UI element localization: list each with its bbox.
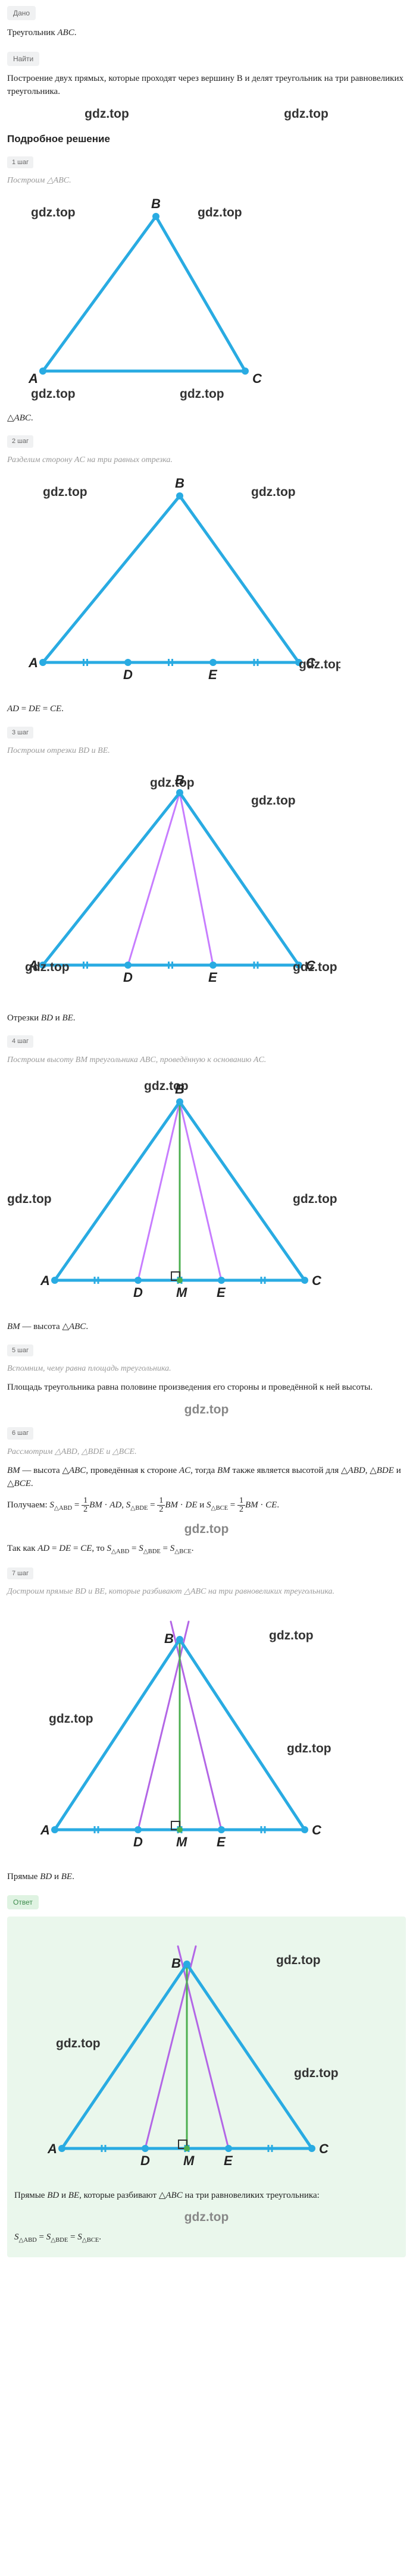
svg-text:A: A bbox=[28, 655, 38, 670]
step6-body3: Так как AD = DE = CE, то S△ABD = S△BDE =… bbox=[7, 1542, 406, 1557]
figure-6: gdz.top gdz.top gdz.top A B C D E M bbox=[14, 1928, 399, 2183]
step5-tag: 5 шаг bbox=[7, 1344, 33, 1357]
svg-text:D: D bbox=[140, 2153, 150, 2168]
svg-text:E: E bbox=[208, 667, 218, 682]
watermark-row-6: gdz.top bbox=[7, 1520, 406, 1539]
svg-text:gdz.top: gdz.top bbox=[269, 1629, 314, 1642]
svg-text:C: C bbox=[319, 2141, 329, 2156]
svg-text:D: D bbox=[133, 1285, 143, 1300]
step1-text: Построим △ABC. bbox=[7, 174, 406, 187]
step6-body1: BM — высота △ABC, проведённая к стороне … bbox=[7, 1464, 406, 1491]
svg-text:E: E bbox=[217, 1285, 226, 1300]
svg-text:gdz.top: gdz.top bbox=[180, 387, 224, 401]
svg-text:M: M bbox=[183, 2153, 195, 2168]
svg-text:gdz.top: gdz.top bbox=[251, 485, 296, 499]
svg-text:D: D bbox=[123, 667, 133, 682]
step6-text: Рассмотрим △ABD, △BDE и △BCE. bbox=[7, 1446, 406, 1458]
step4-caption: BM — высота △ABC. bbox=[7, 1320, 406, 1334]
svg-text:gdz.top: gdz.top bbox=[43, 485, 87, 499]
step6-formula: Получаем: S△ABD = 12BM · AD, S△BDE = 12B… bbox=[7, 1497, 406, 1514]
step2-caption: AD = DE = CE. bbox=[7, 702, 406, 716]
step2-tag: 2 шаг bbox=[7, 435, 33, 448]
svg-text:D: D bbox=[133, 1834, 143, 1849]
svg-text:C: C bbox=[312, 1273, 322, 1288]
figure-1: gdz.topgdz.topABCgdz.topgdz.top bbox=[7, 193, 406, 406]
svg-text:A: A bbox=[40, 1823, 50, 1837]
answer-text: Прямые BD и BE, которые разбивают △ABC н… bbox=[14, 2189, 399, 2203]
answer-tag: Ответ bbox=[7, 1895, 39, 1909]
step4-tag: 4 шаг bbox=[7, 1035, 33, 1048]
svg-text:gdz.top: gdz.top bbox=[31, 387, 76, 401]
step5-text: Вспомним, чему равна площадь треугольник… bbox=[7, 1362, 406, 1375]
figure-2: gdz.topgdz.topABCDEgdz.top bbox=[7, 472, 406, 697]
svg-text:B: B bbox=[151, 196, 161, 211]
step5-body: Площадь треугольника равна половине прои… bbox=[7, 1381, 406, 1394]
svg-text:E: E bbox=[224, 2153, 233, 2168]
svg-text:gdz.top: gdz.top bbox=[276, 1953, 321, 1967]
svg-text:E: E bbox=[217, 1834, 226, 1849]
watermark-row-ans: gdz.top bbox=[14, 2208, 399, 2227]
svg-text:gdz.top: gdz.top bbox=[293, 1192, 337, 1206]
svg-text:B: B bbox=[164, 1631, 174, 1646]
svg-text:A: A bbox=[47, 2141, 57, 2156]
watermark-row: gdz.topgdz.top bbox=[7, 105, 406, 124]
given-text: Треугольник ABC. bbox=[7, 26, 406, 40]
step1-tag: 1 шаг bbox=[7, 156, 33, 169]
step7-tag: 7 шаг bbox=[7, 1567, 33, 1580]
svg-text:gdz.top: gdz.top bbox=[150, 776, 195, 790]
svg-text:gdz.top: gdz.top bbox=[25, 960, 70, 974]
svg-text:B: B bbox=[175, 1082, 184, 1097]
svg-text:D: D bbox=[123, 970, 133, 985]
svg-text:M: M bbox=[176, 1285, 187, 1300]
svg-text:A: A bbox=[28, 371, 38, 386]
svg-text:gdz.top: gdz.top bbox=[287, 1742, 331, 1755]
step7-text: Достроим прямые BD и BE, которые разбива… bbox=[7, 1585, 406, 1598]
svg-text:gdz.top: gdz.top bbox=[31, 206, 76, 219]
svg-text:B: B bbox=[175, 476, 184, 491]
step6-tag: 6 шаг bbox=[7, 1427, 33, 1440]
figure-3: gdz.topgdz.topABCDEgdz.topgdz.top bbox=[7, 763, 406, 1006]
svg-text:B: B bbox=[175, 772, 184, 787]
answer-formula: S△ABD = S△BDE = S△BCE. bbox=[14, 2231, 399, 2245]
find-tag: Найти bbox=[7, 52, 39, 66]
solution-heading: Подробное решение bbox=[7, 131, 406, 147]
watermark-row-5: gdz.top bbox=[7, 1400, 406, 1419]
svg-text:B: B bbox=[171, 1956, 181, 1971]
step3-text: Построим отрезки BD и BE. bbox=[7, 744, 406, 757]
svg-text:gdz.top: gdz.top bbox=[198, 206, 242, 219]
step3-tag: 3 шаг bbox=[7, 727, 33, 739]
svg-text:M: M bbox=[176, 1834, 187, 1849]
svg-text:gdz.top: gdz.top bbox=[294, 2066, 339, 2080]
svg-text:gdz.top: gdz.top bbox=[49, 1712, 93, 1726]
given-tag: Дано bbox=[7, 6, 36, 20]
step7-caption: Прямые BD и BE. bbox=[7, 1870, 406, 1884]
svg-text:gdz.top: gdz.top bbox=[7, 1192, 52, 1206]
find-text: Построение двух прямых, которые проходят… bbox=[7, 72, 406, 99]
svg-text:gdz.top: gdz.top bbox=[299, 658, 340, 671]
figure-4: gdz.topABCDEMgdz.topgdz.top bbox=[7, 1072, 406, 1315]
svg-text:C: C bbox=[252, 371, 262, 386]
step1-caption: △ABC. bbox=[7, 411, 406, 425]
step3-caption: Отрезки BD и BE. bbox=[7, 1011, 406, 1025]
svg-text:C: C bbox=[312, 1823, 322, 1837]
step4-text: Построим высоту BM треугольника ABC, про… bbox=[7, 1054, 406, 1066]
step2-text: Разделим сторону AC на три равных отрезк… bbox=[7, 454, 406, 466]
svg-text:gdz.top: gdz.top bbox=[251, 794, 296, 808]
svg-text:gdz.top: gdz.top bbox=[56, 2037, 101, 2050]
svg-text:A: A bbox=[40, 1273, 50, 1288]
figure-5: gdz.top gdz.top gdz.top A B C D E M bbox=[7, 1604, 406, 1864]
svg-text:E: E bbox=[208, 970, 218, 985]
svg-text:gdz.top: gdz.top bbox=[293, 960, 337, 974]
answer-box: gdz.top gdz.top gdz.top A B C D E M Прямые BD и … bbox=[7, 1917, 406, 2257]
